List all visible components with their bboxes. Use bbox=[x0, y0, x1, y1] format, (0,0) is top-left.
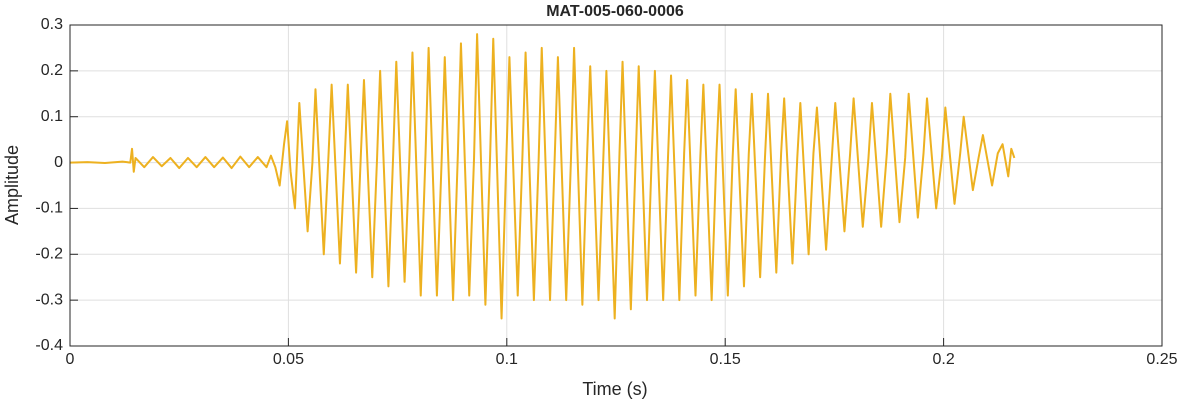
y-tick-label: -0.4 bbox=[35, 337, 63, 354]
chart-title: MAT-005-060-0006 bbox=[546, 3, 684, 20]
y-tick-label: -0.1 bbox=[35, 200, 63, 217]
y-tick-label: -0.3 bbox=[35, 291, 63, 308]
y-tick-label: -0.2 bbox=[35, 246, 63, 263]
y-tick-label: 0 bbox=[54, 154, 63, 171]
y-tick-label: 0.2 bbox=[41, 62, 63, 79]
plot-frame bbox=[69, 24, 1163, 347]
x-axis-label: Time (s) bbox=[582, 379, 647, 399]
waveform-line bbox=[69, 33, 1016, 320]
x-tick-label: 0.1 bbox=[496, 351, 518, 368]
x-tick-label: 0.25 bbox=[1146, 351, 1177, 368]
y-tick-label: 0.1 bbox=[41, 108, 63, 125]
y-tick-label: 0.3 bbox=[41, 16, 63, 33]
y-axis-label: Amplitude bbox=[2, 145, 22, 225]
x-tick-label: 0.2 bbox=[932, 351, 954, 368]
x-tick-label: 0.05 bbox=[273, 351, 304, 368]
x-tick-label: 0.15 bbox=[710, 351, 741, 368]
x-tick-label: 0 bbox=[66, 351, 75, 368]
